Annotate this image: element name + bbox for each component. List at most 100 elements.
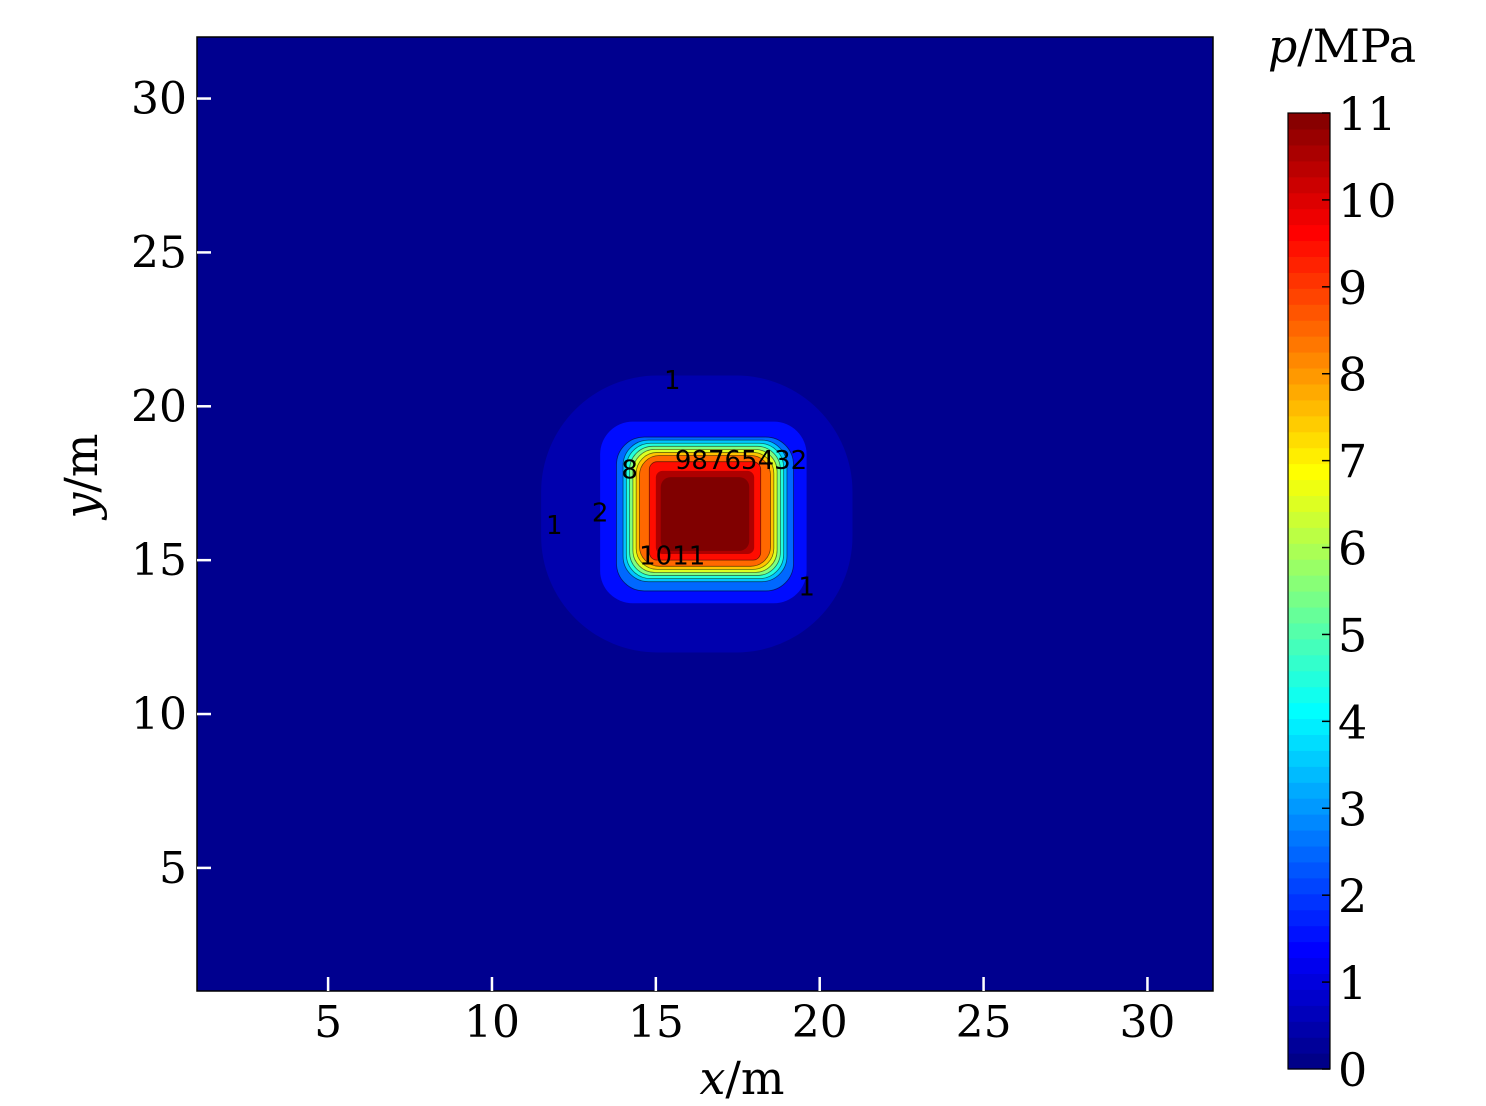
y-tick-label-15: 15 xyxy=(131,535,187,586)
contour-label-0: 1 xyxy=(664,366,681,396)
colorbar-segment xyxy=(1288,861,1330,879)
y-tick-label-5: 5 xyxy=(159,843,187,894)
colorbar-segment xyxy=(1288,957,1330,974)
colorbar-segment xyxy=(1288,782,1330,799)
colorbar-segment xyxy=(1288,638,1330,656)
x-axis-label: x/m xyxy=(699,1051,784,1105)
contour-label-6: 8 xyxy=(621,455,638,485)
colorbar-segment xyxy=(1288,622,1330,640)
x-tick-label-5: 5 xyxy=(314,997,342,1048)
x-axis: 5 10 15 20 25 30 xyxy=(314,977,1175,1048)
colorbar-segment xyxy=(1288,606,1330,624)
plot-frame xyxy=(196,36,1214,992)
colorbar-segment xyxy=(1288,320,1330,337)
y-tick-label-30: 30 xyxy=(131,74,187,125)
colorbar-unit: /MPa xyxy=(1297,19,1416,73)
colorbar-segment xyxy=(1288,909,1330,927)
x-tick-label-15: 15 xyxy=(628,997,684,1048)
y-axis-variable: y xyxy=(54,492,108,521)
colorbar-segment xyxy=(1288,543,1330,560)
colorbar-tick-label-9: 9 xyxy=(1338,261,1367,315)
colorbar-segment xyxy=(1288,798,1330,815)
colorbar-segment xyxy=(1288,113,1330,130)
x-tick-label-10: 10 xyxy=(464,997,520,1048)
colorbar-segment xyxy=(1288,431,1330,449)
colorbar-segment xyxy=(1288,240,1330,257)
x-tick-label-25: 25 xyxy=(956,997,1012,1048)
colorbar-segment xyxy=(1288,766,1330,783)
colorbar-segment xyxy=(1288,814,1330,831)
contour-label-4: 98765432 xyxy=(675,446,807,476)
colorbar-segment xyxy=(1288,336,1330,353)
colorbar-segment xyxy=(1288,750,1330,767)
colorbar-segment xyxy=(1288,591,1330,608)
colorbar-segment xyxy=(1288,686,1330,704)
contour-fill-regions xyxy=(541,375,853,653)
colorbar-segment xyxy=(1288,383,1330,401)
colorbar-segment xyxy=(1288,144,1330,162)
colorbar-segment xyxy=(1288,176,1330,194)
colorbar-segment xyxy=(1288,1005,1330,1022)
colorbar-segment xyxy=(1288,160,1330,178)
colorbar-segment xyxy=(1288,192,1330,210)
colorbar-label: p/MPa xyxy=(1268,19,1416,73)
colorbar-segment xyxy=(1288,1053,1330,1070)
y-tick-label-25: 25 xyxy=(131,227,187,278)
colorbar-segment xyxy=(1288,654,1330,672)
colorbar-segment xyxy=(1288,989,1330,1006)
colorbar-segment xyxy=(1288,272,1330,289)
colorbar-segment xyxy=(1288,128,1330,146)
colorbar-segment xyxy=(1288,447,1330,465)
colorbar-segment xyxy=(1288,288,1330,305)
colorbar-tick-label-5: 5 xyxy=(1338,608,1367,662)
colorbar-tick-label-0: 0 xyxy=(1338,1043,1367,1097)
x-axis-unit: /m xyxy=(725,1051,784,1105)
y-tick-label-20: 20 xyxy=(131,381,187,432)
colorbar-tick-label-2: 2 xyxy=(1338,869,1367,923)
colorbar-variable: p xyxy=(1268,19,1297,73)
y-axis-label: y/m xyxy=(54,433,108,520)
colorbar-segment xyxy=(1288,399,1330,417)
colorbar-segment xyxy=(1288,352,1330,369)
colorbar-segment xyxy=(1288,702,1330,720)
colorbar-tick-label-11: 11 xyxy=(1338,87,1397,141)
colorbar-tick-label-1: 1 xyxy=(1338,956,1367,1010)
contour-label-1: 1 xyxy=(546,511,563,541)
colorbar-segment xyxy=(1288,367,1330,385)
colorbar: 0 1 2 3 4 5 6 7 8 9 10 11 xyxy=(1287,87,1397,1097)
colorbar-segment xyxy=(1288,973,1330,990)
y-axis: 5 10 15 20 25 30 xyxy=(131,74,211,894)
contour-label-3: 2 xyxy=(592,499,609,529)
colorbar-segment xyxy=(1288,925,1330,943)
colorbar-segment xyxy=(1288,208,1330,226)
colorbar-frame xyxy=(1287,112,1331,1070)
colorbar-segment xyxy=(1288,877,1330,895)
colorbar-segment xyxy=(1288,845,1330,863)
colorbar-segment xyxy=(1288,1037,1330,1054)
colorbar-segment xyxy=(1288,495,1330,512)
colorbar-segment xyxy=(1288,479,1330,496)
peak-core xyxy=(660,477,750,551)
colorbar-segment xyxy=(1288,1021,1330,1038)
colorbar-segment xyxy=(1288,527,1330,544)
colorbar-segment xyxy=(1288,718,1330,735)
colorbar-tick-label-8: 8 xyxy=(1338,348,1367,402)
x-tick-label-30: 30 xyxy=(1119,997,1175,1048)
colorbar-segment xyxy=(1288,893,1330,911)
y-tick-label-10: 10 xyxy=(131,689,187,740)
colorbar-tick-label-10: 10 xyxy=(1338,174,1397,228)
x-axis-variable: x xyxy=(699,1051,725,1105)
colorbar-segment xyxy=(1288,224,1330,242)
colorbar-segment xyxy=(1288,304,1330,321)
colorbar-segment xyxy=(1288,511,1330,528)
contour-label-2: 1 xyxy=(798,572,815,602)
x-tick-label-20: 20 xyxy=(792,997,848,1048)
colorbar-segment xyxy=(1288,670,1330,688)
colorbar-segment xyxy=(1288,559,1330,576)
colorbar-segment xyxy=(1288,734,1330,751)
colorbar-segment xyxy=(1288,830,1330,847)
colorbar-tick-label-4: 4 xyxy=(1338,695,1367,749)
colorbar-segment xyxy=(1288,415,1330,433)
